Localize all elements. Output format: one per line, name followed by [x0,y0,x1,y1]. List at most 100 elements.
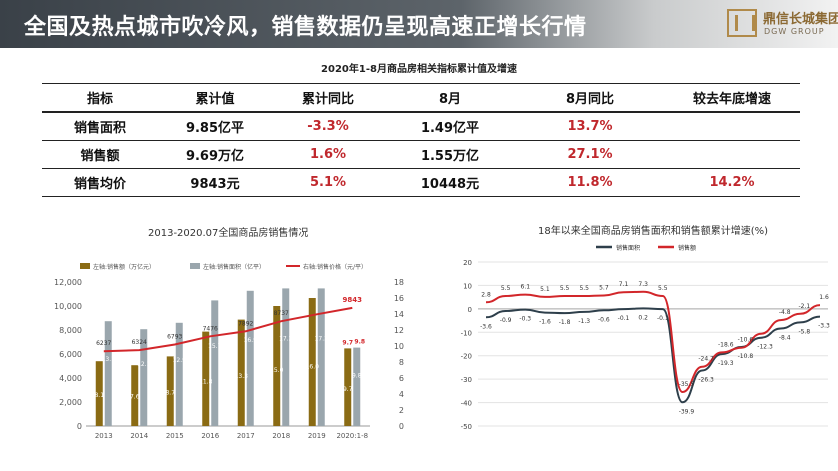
line-data-label: -39.9 [679,408,695,415]
y-right-tick-label: 10 [394,342,404,351]
line-data-label: -3.3 [818,323,830,330]
line-data-label: -24.7 [698,356,714,363]
y-left-tick-label: 12,000 [54,278,82,287]
price-data-label: 7892 [238,320,253,327]
bar-sales-value [131,365,139,426]
line-data-label: -10.6 [738,337,754,344]
august-value: 1.55万亿 [384,140,516,169]
y-left-tick-label: 0 [77,422,82,431]
x-tick-label: 2015 [166,432,184,440]
y-right-tick-label: 4 [399,390,404,399]
legend-swatch [190,263,200,269]
cumulative-value: 9.69万亿 [158,140,272,169]
price-data-label: 6237 [96,340,111,347]
august-yoy: 11.8% [516,168,664,197]
line-data-label: -12.3 [757,344,773,351]
line-data-label: -0.9 [500,317,512,324]
bar-sales-area [282,288,290,426]
x-tick-label: 2017 [237,432,255,440]
august-value: 1.49亿平 [384,112,516,141]
line-data-label: -1.8 [559,319,571,326]
bar-data-label: 9.7 [343,386,353,393]
legend-label: 左轴:销售面积（亿平） [203,263,265,271]
line-data-label: 7.3 [638,281,648,288]
price-data-label: 6793 [167,333,182,340]
y-tick-label: 10 [463,282,472,290]
august-yoy: 27.1% [516,140,664,169]
price-line [103,306,353,353]
table-title: 2020年1-8月商品房相关指标累计值及增速 [321,64,517,75]
bar-top-label: 9.7 [342,339,353,346]
vs-year-end [664,140,800,169]
line-data-label: 5.5 [658,285,668,292]
cumulative-value: 9843元 [158,168,272,197]
line-data-label: -4.8 [779,309,791,316]
bar-data-label: 9.8 [352,372,362,379]
y-left-tick-label: 4,000 [59,374,82,383]
table-row: 销售额 9.69万亿 1.6% 1.55万亿 27.1% [42,140,800,169]
legend-label: 右轴:销售价格（元/平） [303,263,367,271]
bar-sales-value [237,319,245,426]
x-tick-label: 2013 [95,432,113,440]
bar-sales-area [353,347,361,426]
table-row: 销售均价 9843元 5.1% 10448元 11.8% 14.2% [42,168,800,197]
column-header: 较去年底增速 [664,83,800,113]
bar-sales-area [211,300,219,426]
y-tick-label: -50 [461,423,472,431]
column-header: 累计值 [158,83,272,113]
august-value: 10448元 [384,168,516,197]
cumulative-value: 9.85亿平 [158,112,272,141]
legend-label: 销售额 [678,244,696,252]
bar-data-label: 8.1 [94,392,104,399]
line-data-label: -18.6 [718,341,734,348]
x-tick-label: 2019 [308,432,326,440]
y-right-tick-label: 14 [394,310,404,319]
legend-label: 销售面积 [616,244,640,252]
y-right-tick-label: 0 [399,422,404,431]
bar-sales-area [175,322,183,426]
vs-year-end [664,112,800,141]
line-data-label: 2.8 [481,291,491,298]
bar-sales-value [273,306,281,426]
column-header: 8月 [384,83,516,113]
y-tick-label: 20 [463,259,472,267]
y-left-tick-label: 6,000 [59,350,82,359]
y-right-tick-label: 12 [394,326,404,335]
line-data-label: -19.3 [718,360,734,367]
vs-year-end: 14.2% [664,168,800,197]
bar-data-label: 7.6 [130,394,140,401]
line-data-label: -10.8 [738,353,754,360]
bar-sales-area [104,321,112,426]
line-data-label: 7.1 [619,281,629,288]
line-data-label: 5.1 [540,286,550,293]
brand-name-cn: 鼎信长城集团 [763,12,838,27]
y-right-tick-label: 2 [399,406,404,415]
line-data-label: -0.1 [657,315,669,322]
area-growth-line [485,307,821,404]
bar-top-label: 9.8 [354,339,365,346]
august-yoy: 13.7% [516,112,664,141]
price-data-label: 8737 [274,310,289,317]
bar-sales-area [140,329,148,426]
y-right-tick-label: 8 [399,358,404,367]
price-data-label: 9843 [343,296,363,304]
line-data-label: -0.1 [618,315,630,322]
page-title: 全国及热点城市吹冷风，销售数据仍呈现高速正增长行情 [24,15,587,40]
y-tick-label: -10 [461,329,472,337]
bar-sales-value [308,298,316,426]
cumulative-yoy: 1.6% [272,140,384,169]
header-banner: 全国及热点城市吹冷风，销售数据仍呈现高速正增长行情 鼎信长城集团 DGW GRO… [0,0,838,48]
line-data-label: 5.5 [560,285,570,292]
sales-bar-chart: 左轴:销售额（万亿元） 左轴:销售面积（亿平） 右轴:销售价格（元/平） 0 2,000… [54,263,404,440]
line-data-label: -5.8 [798,328,810,335]
line-data-label: -0.6 [598,316,610,323]
bar-data-label: 12.9 [173,357,187,364]
column-header: 累计同比 [272,83,384,113]
line-data-label: -8.4 [779,335,791,342]
y-right-tick-label: 18 [394,278,404,287]
y-tick-label: -30 [461,376,472,384]
bar-data-label: 13.1 [102,356,116,363]
y-left-tick-label: 10,000 [54,302,82,311]
bar-data-label: 11.8 [199,379,213,386]
table-row: 销售面积 9.85亿平 -3.3% 1.49亿平 13.7% [42,112,800,141]
